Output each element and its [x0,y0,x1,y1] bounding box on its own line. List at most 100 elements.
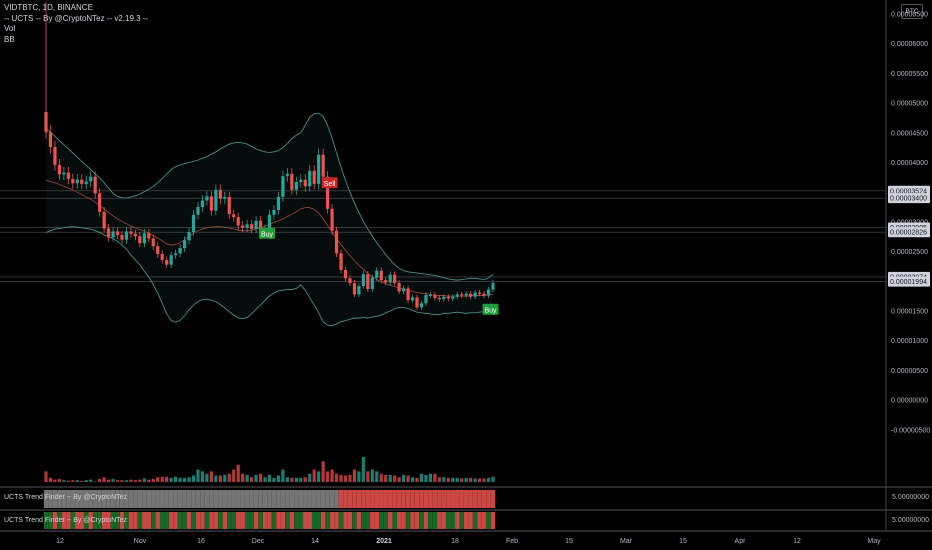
volume-bar [232,469,236,482]
trend-strip-2 [401,512,406,529]
bb-lower-line [45,226,494,327]
trend-strip-2 [227,512,232,529]
trend-strip-2 [459,512,464,529]
trend-strip-2 [303,512,308,529]
y-axis-tick-label: 0.00001000 [891,338,928,345]
volume-bar [317,471,321,482]
volume-bar [120,480,124,482]
candle-body [312,170,316,184]
volume-bar [187,477,191,482]
trend-strip-1 [155,490,160,508]
volume-bar [352,469,357,482]
trend-strip-1 [446,490,451,508]
trend-strip-1 [490,490,496,508]
currency-badge[interactable]: BTC [901,4,923,19]
trend-strip-1 [325,490,330,508]
legend-symbol[interactable]: VIDTBTC, 1D, BINANCE [4,3,93,12]
trend-strip-2 [343,512,348,529]
trend-strip-2 [446,512,451,529]
volume-bar [178,477,182,482]
volume-bar [191,475,196,482]
volume-bar [348,474,352,482]
trend-strip-2 [267,512,272,529]
trend-strip-2 [316,512,321,529]
trend-strip-2 [405,512,411,529]
trend-strip-2 [312,512,317,529]
volume-bar [106,479,111,482]
candle-body [357,286,361,295]
trend-strip-2 [213,512,219,529]
y-axis-tick-label: 0.00005000 [891,101,928,108]
volume-bar [75,480,79,482]
trend-strip-2 [92,512,98,529]
y-axis-tick-label: 0.00000500 [891,368,928,375]
x-axis-tick-label: 14 [311,538,319,545]
volume-bar [437,477,441,482]
trend-strip-2 [365,512,371,529]
signal-buy-label: Buy [484,307,497,314]
trend-strip-2 [486,512,491,529]
trend-pane-1-value: 5.00000000 [892,494,929,501]
x-axis-tick-label: 15 [679,538,687,545]
candle-body [53,147,57,165]
price-tag-label: 0.00003400 [890,196,927,203]
trend-strip-1 [43,490,49,508]
trend-strip-1 [361,490,366,508]
legend-vol-indicator[interactable]: Vol [4,24,16,33]
candle-body [321,154,325,177]
candle-body [75,179,79,184]
y-axis-tick-label: 0.00006000 [891,41,928,48]
candle-body [469,293,473,297]
volume-bar [424,474,428,482]
x-axis-tick-label: Nov [134,538,147,545]
trend-strip-2 [294,512,299,529]
volume-bar [451,477,455,482]
bb-upper-line [45,112,494,281]
legend-ucts-indicator[interactable]: -- UCTS -- By @CryptoNTez -- v2.19.3 -- [4,13,149,23]
candle-body [419,303,424,308]
trend-strip-2 [195,512,201,529]
candle-body [205,196,209,201]
volume-bar [165,476,169,482]
volume-bar [469,477,473,482]
trend-strip-1 [437,490,442,508]
volume-bar [218,475,222,482]
volume-bar [428,473,433,482]
trend-strip-2 [209,512,214,529]
trend-strip-2 [338,512,344,529]
trend-strip-2 [472,512,478,529]
trend-strip-1 [133,490,138,508]
candle-body [93,176,97,194]
trend-strip-2 [463,512,469,529]
trend-strip-2 [437,512,442,529]
trend-strip-1 [428,490,433,508]
candle-body [147,233,151,239]
candle-body [446,296,450,299]
volume-bar [415,477,419,482]
price-tag-label: 0.00001994 [890,279,927,286]
trend-strip-1 [57,490,62,508]
trend-strip-2 [168,512,174,529]
trend-strip-2 [218,512,223,529]
trend-strip-2 [173,512,178,529]
volume-bar [93,481,97,482]
y-axis-tick-label: 0.00006500 [891,12,928,19]
legend-bb-indicator[interactable]: BB [4,34,15,44]
trend-strip-2 [43,512,49,529]
trend-strip-2 [298,512,303,529]
candle-body [214,189,218,211]
volume-bar [174,476,178,482]
x-axis-tick-label: 18 [451,538,459,545]
price-tag-label: 0.00003524 [890,188,927,195]
volume-bar [361,457,365,482]
trend-strip-2 [164,512,169,529]
trend-strip-2 [347,512,353,529]
candle-body [178,248,182,254]
trend-pane-1: UCTS Trend Finder -- By @CryptoNTez 5.00… [4,494,929,501]
trend-strip-2 [383,512,388,529]
x-axis-tick-label: 16 [197,538,205,545]
volume-bar [214,475,218,482]
volume-bar [236,464,240,482]
trend-strip-2 [88,512,93,529]
